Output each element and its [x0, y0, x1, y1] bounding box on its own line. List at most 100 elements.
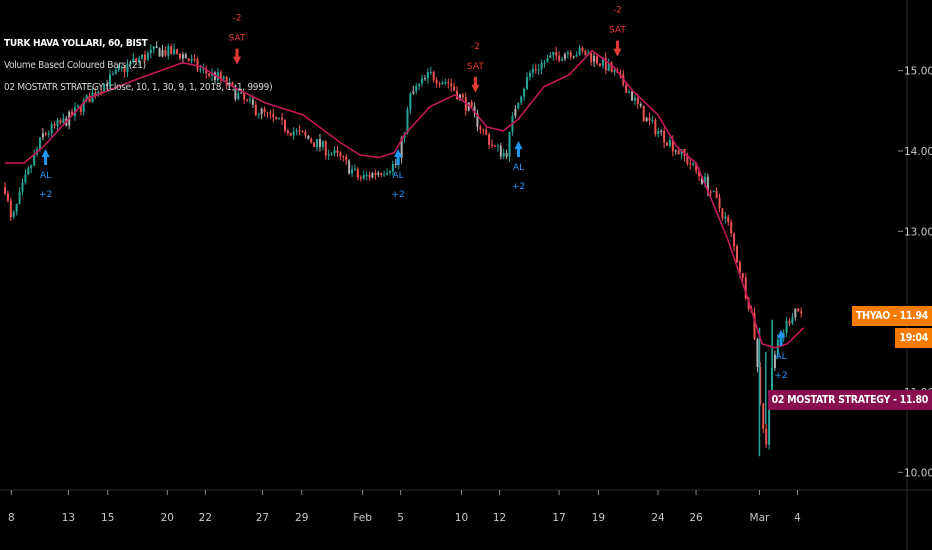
- candle-body: [788, 321, 791, 324]
- candle-body: [727, 216, 730, 223]
- candle-body: [158, 47, 161, 57]
- candle-body: [666, 142, 669, 146]
- candle-body: [598, 63, 601, 66]
- candle-body: [313, 142, 316, 147]
- candle-body: [141, 54, 144, 59]
- candle-body: [499, 145, 502, 157]
- candle-body: [286, 130, 289, 133]
- candle-body: [108, 74, 111, 87]
- candle-body: [421, 78, 424, 84]
- candle-body: [537, 69, 540, 71]
- candle-body: [730, 222, 733, 234]
- symbol-title[interactable]: TURK HAVA YOLLARI, 60, BIST: [4, 38, 148, 49]
- candle-body: [386, 172, 389, 175]
- candle-body: [356, 169, 359, 178]
- candle-body: [698, 170, 701, 177]
- candle-body: [339, 152, 342, 157]
- candle-body: [380, 172, 383, 175]
- candle-body: [126, 64, 129, 73]
- candle-body: [400, 137, 403, 159]
- candle-body: [307, 135, 310, 140]
- candle-body: [648, 117, 651, 121]
- candle-body: [782, 332, 785, 337]
- sell-label: SAT: [229, 34, 246, 44]
- candle-body: [415, 86, 418, 92]
- candle-body: [181, 54, 184, 59]
- candle-body: [485, 129, 488, 135]
- candle-body: [435, 80, 438, 84]
- candle-body: [493, 145, 496, 147]
- candle-body: [552, 51, 555, 56]
- candle-body: [184, 54, 187, 59]
- mostatr-line-layer: [5, 49, 805, 349]
- candle-body: [12, 211, 15, 218]
- candle-body: [572, 56, 575, 58]
- candle-body: [426, 72, 429, 79]
- candle-body: [120, 67, 123, 69]
- candle-body: [33, 154, 36, 166]
- candle-body: [82, 100, 85, 112]
- candle-body: [62, 118, 65, 123]
- candle-body: [190, 58, 193, 61]
- sell-strength-label: -2: [471, 42, 480, 52]
- candle-body: [155, 46, 158, 48]
- candle-body: [208, 73, 211, 76]
- buy-strength-label: +2: [774, 371, 787, 381]
- indicator-volume-bars[interactable]: Volume Based Coloured Bars (21): [4, 60, 146, 71]
- candle-body: [41, 133, 44, 138]
- candle-body: [304, 132, 307, 136]
- candle-body: [173, 49, 176, 55]
- candle-body: [701, 176, 704, 184]
- candle-body: [429, 71, 432, 73]
- candle-body: [520, 96, 523, 103]
- candle-body: [71, 111, 74, 116]
- candle-body: [633, 97, 636, 101]
- candle-body: [561, 58, 564, 61]
- candle-body: [161, 50, 164, 57]
- candle-body: [143, 54, 146, 61]
- buy-label: AL: [513, 163, 524, 173]
- candle-body: [453, 86, 456, 91]
- candle-body: [21, 182, 24, 192]
- x-tick-label: 10: [455, 512, 468, 524]
- candle-body: [654, 119, 657, 134]
- candle-body: [132, 58, 135, 62]
- candle-body: [488, 134, 491, 145]
- candle-body: [438, 83, 441, 85]
- candle-body: [695, 162, 698, 171]
- candle-body: [549, 55, 552, 58]
- indicator-mostatr[interactable]: 02 MOSTATR STRATEGY (close, 10, 1, 30, 9…: [4, 82, 273, 93]
- candle-body: [505, 153, 508, 157]
- y-tick-label: 14.00: [904, 146, 932, 158]
- candle-body: [476, 113, 479, 128]
- candle-body: [546, 57, 549, 63]
- candle-body: [721, 208, 724, 219]
- candle-body: [517, 102, 520, 109]
- candle-body: [563, 54, 566, 59]
- candle-body: [272, 114, 275, 118]
- candle-body: [269, 112, 272, 115]
- candle-body: [566, 52, 569, 55]
- buy-arrow-icon: [394, 149, 403, 166]
- candle-body: [514, 108, 517, 117]
- candle-body: [167, 46, 170, 56]
- candle-body: [246, 99, 249, 101]
- candle-body: [558, 55, 561, 61]
- candle-body: [703, 176, 706, 184]
- candle-body: [639, 104, 642, 106]
- candle-body: [24, 174, 27, 183]
- candle-body: [744, 277, 747, 299]
- candle-body: [295, 130, 298, 132]
- x-tick-label: 26: [689, 512, 703, 524]
- candle-body: [292, 131, 295, 136]
- candle-body: [351, 169, 354, 174]
- buy-strength-label: +2: [512, 182, 525, 192]
- x-tick-label: 17: [552, 512, 565, 524]
- candle-body: [222, 76, 225, 79]
- candle-body: [543, 62, 546, 64]
- candle-body: [50, 124, 53, 134]
- x-tick-label: 27: [256, 512, 269, 524]
- sell-label: SAT: [467, 62, 484, 72]
- candle-body: [709, 191, 712, 193]
- buy-strength-label: +2: [39, 190, 52, 200]
